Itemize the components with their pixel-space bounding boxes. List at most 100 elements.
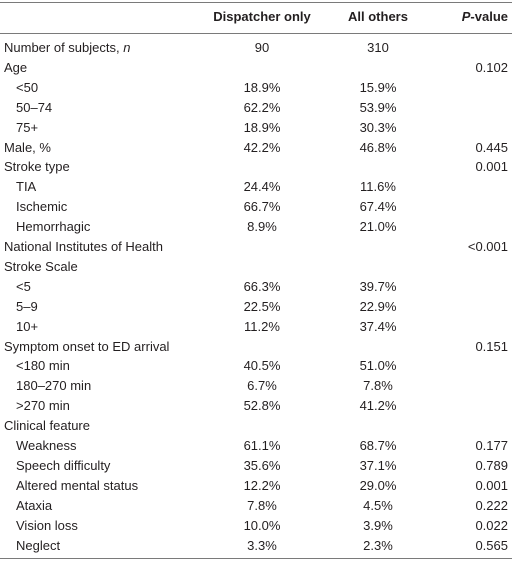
value-cell: 18.9% bbox=[243, 119, 281, 135]
value-cell: 46.8% bbox=[359, 139, 397, 155]
value-cell: 66.7% bbox=[243, 199, 281, 215]
label-text: Weakness bbox=[16, 438, 77, 453]
value-cell: 0.151 bbox=[475, 338, 508, 354]
row-label: >270 min bbox=[16, 396, 70, 416]
label-text: Stroke type bbox=[4, 159, 70, 175]
value-cell: 0.445 bbox=[475, 139, 508, 155]
value-cell: 24.4% bbox=[243, 179, 281, 195]
label-text: >270 min bbox=[16, 398, 70, 414]
label-text: Hemorrhagic bbox=[16, 219, 91, 235]
label-text: Symptom onset to ED arrival bbox=[4, 338, 170, 354]
value-cell: 37.4% bbox=[359, 318, 397, 334]
value-cell: 30.3% bbox=[359, 119, 397, 135]
value-cell: 0.022 bbox=[475, 517, 508, 533]
row-label: 75+ bbox=[16, 118, 38, 138]
value-cell: 7.8% bbox=[363, 378, 393, 394]
label-text: <50 bbox=[16, 79, 39, 95]
value-cell: 52.8% bbox=[243, 398, 281, 414]
row-label: Stroke Scale bbox=[4, 257, 78, 277]
value-cell: 2.3% bbox=[363, 537, 393, 553]
label-text: Clinical feature bbox=[4, 418, 90, 434]
row-label: Neglect bbox=[16, 536, 60, 556]
row-label: Altered mental status bbox=[16, 476, 138, 496]
value-cell: 21.0% bbox=[359, 219, 397, 235]
label-text: Male, % bbox=[4, 139, 51, 155]
row-label: Speech difficulty bbox=[16, 456, 110, 476]
label-text: Ischemic bbox=[16, 199, 68, 215]
value-cell: 310 bbox=[367, 40, 389, 55]
value-cell: 40.5% bbox=[243, 358, 281, 374]
value-cell: <0.001 bbox=[467, 239, 508, 254]
value-cell: 3.9% bbox=[363, 517, 393, 533]
value-cell: 37.1% bbox=[359, 457, 397, 473]
row-label: Weakness bbox=[16, 436, 76, 456]
value-cell: 29.0% bbox=[359, 477, 397, 493]
value-cell: 7.8% bbox=[247, 497, 277, 513]
row-label: Hemorrhagic bbox=[16, 217, 90, 237]
value-cell: 11.2% bbox=[244, 318, 280, 334]
value-cell: 0.177 bbox=[475, 438, 508, 453]
value-cell: 8.9% bbox=[247, 219, 277, 235]
value-cell: 66.3% bbox=[243, 278, 281, 294]
value-cell: 90 bbox=[254, 40, 270, 55]
header-text: -value bbox=[470, 9, 508, 24]
row-label: <180 min bbox=[16, 356, 70, 376]
value-cell: 3.3% bbox=[247, 537, 277, 553]
label-text: 180–270 min bbox=[16, 378, 92, 394]
label-text: 10+ bbox=[16, 318, 39, 334]
row-label: 180–270 min bbox=[16, 376, 91, 396]
value-cell: 0.222 bbox=[475, 497, 508, 513]
label-text: Neglect bbox=[16, 537, 61, 553]
value-cell: 22.5% bbox=[243, 298, 281, 314]
row-label: Ischemic bbox=[16, 197, 67, 217]
header-cell: Dispatcher only bbox=[213, 9, 311, 24]
label-text: Age bbox=[4, 59, 28, 75]
row-label: 50–74 bbox=[16, 98, 52, 118]
value-cell: 41.2% bbox=[359, 398, 397, 414]
label-text: Number of subjects, bbox=[4, 40, 124, 55]
value-cell: 0.102 bbox=[475, 59, 508, 75]
row-label: <50 bbox=[16, 78, 38, 98]
value-cell: 4.5% bbox=[363, 497, 393, 513]
row-label: Vision loss bbox=[16, 516, 78, 536]
value-cell: 67.4% bbox=[359, 199, 397, 215]
header-cell: All others bbox=[348, 9, 408, 24]
label-text: Vision loss bbox=[16, 517, 78, 533]
label-text: n bbox=[123, 40, 131, 55]
label-text: 5–9 bbox=[16, 298, 38, 314]
value-cell: 0.001 bbox=[475, 159, 508, 175]
row-label: National Institutes of Health bbox=[4, 237, 163, 257]
value-cell: 12.2% bbox=[243, 477, 281, 493]
value-cell: 0.565 bbox=[475, 537, 508, 553]
value-cell: 39.7% bbox=[359, 278, 397, 294]
value-cell: 6.7% bbox=[247, 378, 277, 394]
value-cell: 35.6% bbox=[243, 457, 281, 473]
value-cell: 10.0% bbox=[243, 517, 281, 533]
row-label: Male, % bbox=[4, 138, 51, 158]
value-cell: 53.9% bbox=[359, 99, 397, 115]
label-text: TIA bbox=[16, 179, 37, 195]
header-cell: P-value bbox=[462, 7, 508, 27]
row-label: 10+ bbox=[16, 317, 38, 337]
label-text: Altered mental status bbox=[16, 477, 139, 493]
value-cell: 62.2% bbox=[243, 99, 281, 115]
value-cell: 11.6% bbox=[360, 179, 396, 195]
label-text: Speech difficulty bbox=[16, 457, 111, 473]
value-cell: 22.9% bbox=[359, 298, 397, 314]
row-label: 5–9 bbox=[16, 297, 38, 317]
label-text: National Institutes of Health bbox=[4, 239, 163, 254]
label-text: <180 min bbox=[16, 358, 70, 374]
row-label: Stroke type bbox=[4, 157, 70, 177]
label-text: Ataxia bbox=[16, 497, 53, 513]
row-label: <5 bbox=[16, 277, 31, 297]
value-cell: 42.2% bbox=[243, 139, 281, 155]
value-cell: 61.1% bbox=[243, 438, 281, 453]
value-cell: 68.7% bbox=[359, 438, 397, 453]
value-cell: 15.9% bbox=[359, 79, 397, 95]
label-text: 50–74 bbox=[16, 99, 53, 115]
row-label: Clinical feature bbox=[4, 416, 90, 436]
value-cell: 0.789 bbox=[475, 457, 508, 473]
row-label: Symptom onset to ED arrival bbox=[4, 337, 169, 357]
bottom-rule bbox=[0, 558, 512, 559]
